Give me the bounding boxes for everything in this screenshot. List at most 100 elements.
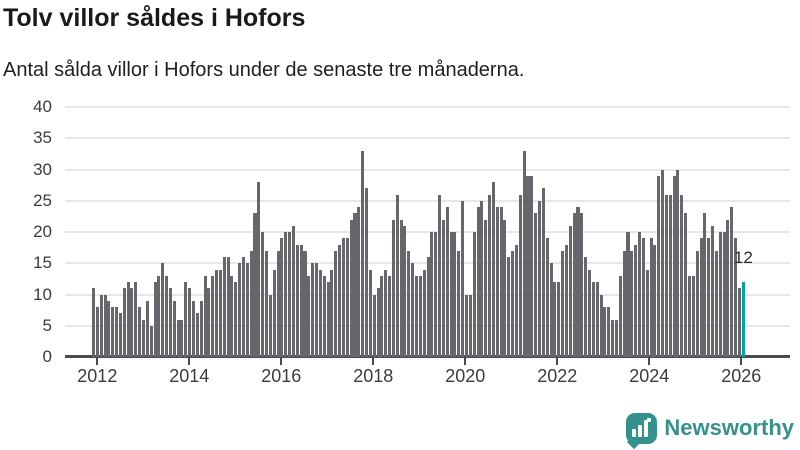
bar [257,182,261,357]
bar [422,269,426,357]
bar [584,257,588,357]
bar [591,282,595,357]
bar [334,250,338,357]
bar [241,257,245,357]
x-axis-label: 2012 [77,366,118,386]
bar [453,232,457,357]
bar [215,269,219,357]
bar [349,219,353,357]
bar [637,232,642,357]
bar [268,294,272,357]
bar [430,232,434,357]
bar [468,294,472,357]
bar [568,225,572,357]
bar [607,307,611,357]
bar [622,250,626,357]
bar [188,288,192,357]
bar [511,250,515,357]
bar [288,232,292,357]
bar [461,200,465,357]
bar [184,282,188,357]
bar [341,238,345,357]
x-axis-tick [372,358,375,365]
bar [522,150,526,357]
bar [695,250,699,357]
bar [711,225,715,357]
bar [564,244,568,357]
bar [538,200,542,357]
bar [676,169,680,357]
bar [176,319,180,357]
x-axis-tick [648,358,651,365]
bar [318,269,322,357]
bar [680,194,684,357]
bar [238,263,242,357]
bar [611,319,615,357]
y-axis-label: 35 [33,128,52,148]
bar [684,213,688,357]
bar [245,263,249,357]
bar [614,319,618,357]
bar [645,269,649,357]
bar [526,175,530,357]
bar [664,194,668,357]
bar [672,175,676,357]
bar [395,194,399,357]
gridline [65,199,790,202]
bar [507,257,511,357]
bar [234,282,238,357]
bar [226,257,230,357]
x-axis-label: 2026 [721,366,762,386]
bar [361,150,365,357]
bar [649,238,653,357]
y-axis-label: 20 [33,222,52,241]
x-axis: 2012 2014 2016 2018 2020 2022 2024 2026 [65,357,800,392]
bar [530,175,534,357]
bar [557,282,561,357]
bar [687,275,692,357]
bar [199,300,203,357]
bar [499,207,503,357]
bar [180,319,184,357]
gridline [65,137,790,140]
bar [218,269,222,357]
bar [376,288,380,357]
bar [634,244,638,357]
bar [603,307,607,357]
bar [714,250,718,357]
bar [130,288,134,357]
bar [249,250,253,357]
bar-chart-speech-bubble-icon [626,412,658,449]
chart-subtitle: Antal sålda villor i Hofors under de sen… [3,59,525,81]
bar [368,269,372,357]
bar [618,275,622,357]
x-axis-label: 2018 [353,366,394,386]
bar [630,250,634,357]
bar [549,263,553,357]
gridline [65,106,790,108]
bar [541,188,545,357]
bar [399,219,403,357]
bar [157,275,161,357]
brand-footer[interactable]: Newsworthy [626,410,794,449]
bar [488,194,492,357]
bar [149,325,153,357]
bar [191,300,196,357]
bar [626,232,630,357]
bar [365,188,369,357]
bar [407,250,411,357]
bar [491,182,495,357]
bar [518,194,522,357]
bar [99,294,103,357]
bar [438,194,442,357]
bar [372,294,376,357]
bar [276,250,280,357]
x-axis-tick [740,358,743,365]
gridline [65,231,790,233]
bar [699,238,703,357]
bar [261,232,265,357]
bar [168,288,172,357]
bar [484,219,488,357]
bar [284,232,288,357]
bar [138,307,142,357]
